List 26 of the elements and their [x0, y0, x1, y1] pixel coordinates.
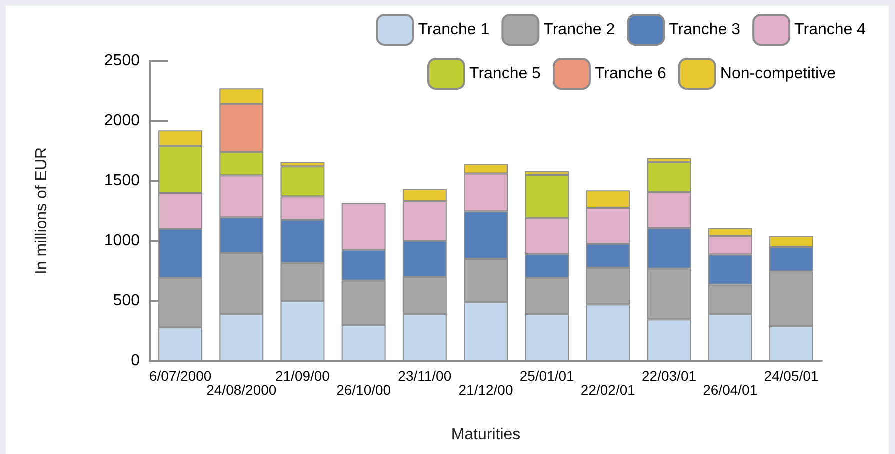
x-axis-title: Maturities [451, 426, 521, 444]
legend-label: Non-competitive [720, 66, 836, 82]
legend-label: Tranche 6 [594, 66, 666, 82]
legend-label: Tranche 5 [470, 66, 542, 82]
legend-label: Tranche 1 [418, 22, 490, 38]
x-tick-label: 26/04/01 [703, 382, 758, 398]
y-axis-title: In millions of EUR [34, 147, 50, 275]
y-tick-label: 500 [113, 292, 140, 310]
x-tick-label: 21/12/00 [458, 382, 514, 398]
legend-label: Tranche 2 [544, 22, 616, 38]
y-tick-label: 2500 [104, 52, 140, 70]
y-tick-label: 0 [131, 352, 140, 370]
x-tick-label: 6/07/2000 [149, 368, 212, 384]
y-tick-label: 1000 [104, 232, 140, 250]
x-tick-label: 22/02/01 [580, 382, 636, 398]
x-tick-label: 24/05/01 [764, 368, 819, 384]
x-tick-label: 21/09/00 [275, 368, 330, 384]
y-tick-label: 1500 [104, 172, 140, 190]
y-tick-label: 2000 [104, 112, 140, 130]
legend-label: Tranche 4 [794, 22, 866, 38]
x-tick-label: 22/03/01 [642, 368, 697, 384]
x-tick-label: 24/08/2000 [206, 382, 277, 398]
legend-label: Tranche 3 [669, 22, 741, 38]
x-tick-label: 26/10/00 [336, 382, 392, 398]
x-tick-label: 23/11/00 [398, 368, 452, 384]
x-tick-label: 25/01/01 [520, 368, 575, 384]
